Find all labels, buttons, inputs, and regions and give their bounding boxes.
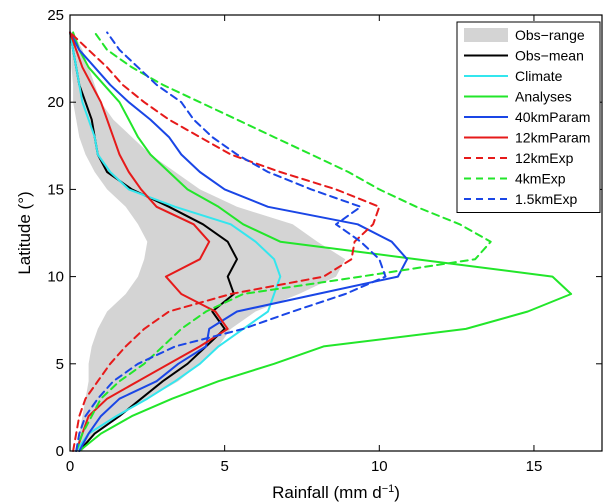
plot-frame	[69, 14, 603, 452]
legend: Obs−range Obs−mean Climate Analyses 40kmPara…	[456, 21, 601, 213]
legend-label-analyses: Analyses	[515, 89, 572, 105]
series-lines-layer	[69, 31, 573, 452]
x-tick-label-5: 5	[220, 458, 228, 475]
series-line-climate	[69, 31, 282, 452]
x-axis-title-end: )	[394, 483, 400, 502]
y-tick-label-25: 25	[47, 7, 64, 24]
x-axis-title: Rainfall (mm d−1)	[272, 483, 400, 502]
series-line-1-5kmexp	[75, 31, 387, 452]
legend-label-1-5kmexp: 1.5kmExp	[515, 191, 577, 207]
legend-label-climate: Climate	[515, 68, 563, 84]
legend-swatch-obs-range	[464, 28, 508, 42]
legend-label-12kmparam: 12kmParam	[515, 130, 590, 146]
legend-box	[456, 21, 601, 213]
y-tick-label-10: 10	[47, 269, 64, 286]
series-line-40kmparam	[69, 31, 409, 452]
series-line-12kmparam	[69, 31, 229, 452]
axis-ticks-layer: 0 5 10 15 0 5 10 15 20 25	[47, 7, 602, 475]
x-tick-label-15: 15	[526, 458, 543, 475]
legend-label-obs-range: Obs−range	[515, 27, 585, 43]
y-tick-label-5: 5	[56, 356, 64, 373]
x-axis-title-main: Rainfall (mm d	[272, 483, 382, 502]
x-tick-label-10: 10	[371, 458, 388, 475]
series-line-4kmexp	[75, 31, 492, 452]
y-axis-title: Latitude (°)	[15, 191, 34, 274]
legend-label-40kmparam: 40kmParam	[515, 109, 590, 125]
series-line-analyses	[72, 31, 573, 452]
x-axis-title-sup: −1	[382, 483, 395, 495]
y-tick-label-0: 0	[56, 443, 64, 460]
y-tick-label-15: 15	[47, 181, 64, 198]
series-line-obs-mean	[69, 31, 238, 452]
legend-label-4kmexp: 4kmExp	[515, 171, 566, 187]
y-tick-label-20: 20	[47, 94, 64, 111]
legend-label-obs-mean: Obs−mean	[515, 48, 584, 64]
x-tick-label-0: 0	[66, 458, 74, 475]
series-line-12kmexp	[69, 31, 381, 452]
legend-label-12kmexp: 12kmExp	[515, 150, 574, 166]
